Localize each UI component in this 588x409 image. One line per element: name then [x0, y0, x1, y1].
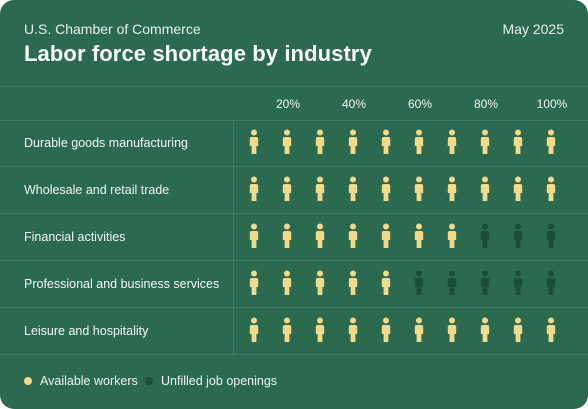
available-worker-icon: [282, 176, 292, 201]
available-worker-icon: [447, 317, 457, 342]
available-worker-icon: [381, 223, 391, 248]
available-worker-icon: [480, 176, 490, 201]
available-worker-icon: [480, 317, 490, 342]
divider: [0, 120, 588, 121]
available-worker-icon: [546, 129, 556, 154]
available-worker-icon: [414, 223, 424, 248]
divider: [0, 307, 588, 308]
source-label: U.S. Chamber of Commerce: [24, 21, 201, 37]
available-worker-icon: [249, 223, 259, 248]
available-worker-icon: [282, 317, 292, 342]
divider: [0, 166, 588, 167]
unfilled-opening-icon: [447, 270, 457, 295]
available-worker-icon: [249, 270, 259, 295]
available-worker-icon: [348, 317, 358, 342]
category-label: Leisure and hospitality: [24, 324, 149, 338]
available-worker-icon: [513, 176, 523, 201]
available-worker-icon: [249, 129, 259, 154]
available-worker-icon: [282, 223, 292, 248]
legend-unfilled-label: Unfilled job openings: [161, 374, 278, 388]
available-worker-icon: [282, 129, 292, 154]
legend-available-label: Available workers: [40, 374, 138, 388]
available-worker-icon: [513, 317, 523, 342]
available-worker-icon: [348, 270, 358, 295]
chart-title: Labor force shortage by industry: [24, 41, 372, 66]
tick-label: 80%: [473, 97, 499, 111]
available-worker-icon: [381, 176, 391, 201]
available-worker-icon: [315, 223, 325, 248]
unfilled-opening-icon: [480, 270, 490, 295]
divider: [0, 213, 588, 214]
available-worker-icon: [546, 176, 556, 201]
divider: [0, 86, 588, 87]
available-worker-icon: [348, 129, 358, 154]
available-worker-icon: [480, 129, 490, 154]
available-worker-icon: [447, 223, 457, 248]
available-worker-icon: [282, 270, 292, 295]
column-divider: [233, 120, 234, 354]
available-worker-icon: [315, 270, 325, 295]
unfilled-swatch: [145, 377, 153, 385]
legend-unfilled: Unfilled job openings: [145, 374, 277, 388]
tick-label: 60%: [407, 97, 433, 111]
unfilled-opening-icon: [480, 223, 490, 248]
category-label: Professional and business services: [24, 277, 220, 291]
date-label: May 2025: [502, 21, 564, 37]
available-swatch: [24, 377, 32, 385]
available-worker-icon: [315, 129, 325, 154]
unfilled-opening-icon: [546, 223, 556, 248]
available-worker-icon: [414, 317, 424, 342]
available-worker-icon: [315, 176, 325, 201]
available-worker-icon: [447, 129, 457, 154]
tick-label: 40%: [341, 97, 367, 111]
available-worker-icon: [381, 270, 391, 295]
category-label: Wholesale and retail trade: [24, 183, 170, 197]
category-label: Financial activities: [24, 230, 126, 244]
available-worker-icon: [249, 176, 259, 201]
divider: [0, 354, 588, 355]
category-label: Durable goods manufacturing: [24, 136, 188, 150]
available-worker-icon: [348, 176, 358, 201]
tick-label: 20%: [275, 97, 301, 111]
available-worker-icon: [315, 317, 325, 342]
available-worker-icon: [414, 129, 424, 154]
available-worker-icon: [513, 129, 523, 154]
unfilled-opening-icon: [513, 223, 523, 248]
divider: [0, 260, 588, 261]
available-worker-icon: [249, 317, 259, 342]
legend-available: Available workers: [24, 374, 138, 388]
unfilled-opening-icon: [546, 270, 556, 295]
available-worker-icon: [348, 223, 358, 248]
unfilled-opening-icon: [414, 270, 424, 295]
available-worker-icon: [414, 176, 424, 201]
available-worker-icon: [381, 129, 391, 154]
available-worker-icon: [447, 176, 457, 201]
available-worker-icon: [546, 317, 556, 342]
unfilled-opening-icon: [513, 270, 523, 295]
tick-label: 100%: [536, 97, 568, 111]
available-worker-icon: [381, 317, 391, 342]
